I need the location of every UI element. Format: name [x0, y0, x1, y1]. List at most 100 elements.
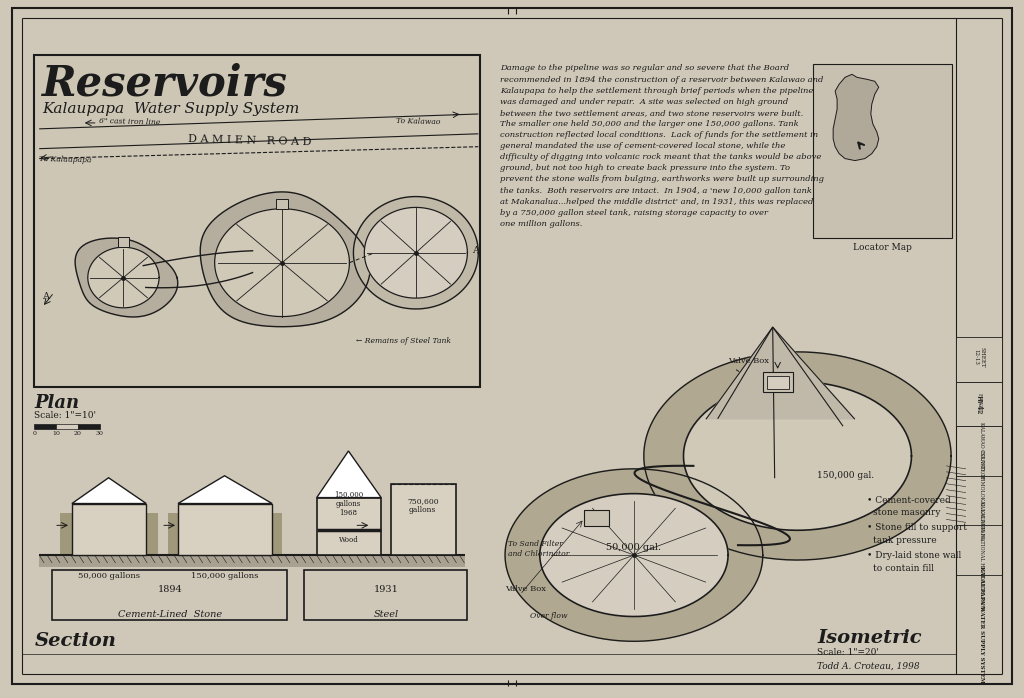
Bar — [168, 514, 178, 555]
Text: Hi-42: Hi-42 — [975, 394, 983, 414]
Polygon shape — [353, 197, 478, 309]
Text: SHEET
12-13: SHEET 12-13 — [974, 346, 984, 367]
Bar — [272, 514, 282, 555]
Text: Over flow: Over flow — [529, 611, 567, 620]
Text: Kalaupapa to help the settlement through brief periods when the pipeline: Kalaupapa to help the settlement through… — [500, 87, 813, 95]
Polygon shape — [75, 238, 178, 317]
Bar — [813, 64, 952, 238]
Bar — [956, 382, 1001, 426]
Polygon shape — [201, 192, 370, 327]
Text: Reservoirs: Reservoirs — [42, 62, 288, 105]
Text: 150,000
gallons
1968: 150,000 gallons 1968 — [334, 490, 364, 517]
Text: Todd A. Croteau, 1998: Todd A. Croteau, 1998 — [817, 662, 920, 671]
Text: Locator Map: Locator Map — [853, 243, 912, 252]
Text: 50,000 gal.: 50,000 gal. — [606, 542, 662, 551]
Text: Isometric: Isometric — [817, 630, 922, 648]
Text: Valve Box: Valve Box — [505, 585, 546, 593]
Bar — [767, 376, 788, 389]
Text: stone masonry: stone masonry — [872, 508, 940, 517]
Text: the tanks.  Both reservoirs are intact.  In 1904, a 'new 10,000 gallon tank: the tanks. Both reservoirs are intact. I… — [500, 186, 812, 195]
Polygon shape — [707, 327, 854, 419]
Text: ISLAND OF MOLOKAI, KALAUPAPA,: ISLAND OF MOLOKAI, KALAUPAPA, — [979, 450, 984, 541]
Text: construction reflected local conditions.  Lack of funds for the settlement in: construction reflected local conditions.… — [500, 131, 818, 139]
Bar — [304, 570, 467, 620]
Bar — [60, 514, 72, 555]
Text: To Kalawao: To Kalawao — [396, 117, 440, 126]
Polygon shape — [644, 352, 951, 560]
Text: KALAUPAPA WATER SUPPLY SYSTEM: KALAUPAPA WATER SUPPLY SYSTEM — [979, 566, 984, 683]
Text: 750,600
gallons: 750,600 gallons — [407, 497, 438, 514]
Bar — [34, 424, 56, 429]
Text: ← Remains of Steel Tank: ← Remains of Steel Tank — [356, 337, 452, 345]
Text: prevent the stone walls from bulging, earthworks were built up surrounding: prevent the stone walls from bulging, ea… — [500, 175, 824, 184]
Text: 1931: 1931 — [374, 585, 398, 594]
Text: Scale: 1"=20': Scale: 1"=20' — [817, 648, 880, 658]
Bar — [56, 424, 78, 429]
Text: KALAUPAPA NATIONAL HISTORICAL PARK: KALAUPAPA NATIONAL HISTORICAL PARK — [979, 500, 984, 609]
Text: To Kalaupapa: To Kalaupapa — [39, 155, 91, 164]
Polygon shape — [505, 469, 763, 641]
Text: Kalaupapa  Water Supply System: Kalaupapa Water Supply System — [42, 102, 300, 116]
Bar — [763, 372, 793, 392]
Text: HAWAII: HAWAII — [976, 394, 981, 413]
Bar — [146, 514, 158, 555]
Text: 50,000 gallons: 50,000 gallons — [78, 572, 139, 580]
Text: 10: 10 — [52, 431, 60, 436]
Polygon shape — [834, 75, 879, 161]
Polygon shape — [683, 382, 911, 530]
Polygon shape — [316, 451, 381, 498]
Polygon shape — [72, 477, 146, 503]
Polygon shape — [215, 209, 349, 317]
Text: Steel: Steel — [374, 609, 398, 618]
Text: 20: 20 — [74, 431, 82, 436]
Text: • Dry-laid stone wall: • Dry-laid stone wall — [867, 551, 962, 560]
Polygon shape — [365, 207, 467, 298]
Text: between the two settlement areas, and two stone reservoirs were built.: between the two settlement areas, and tw… — [500, 109, 804, 117]
Text: 0: 0 — [32, 431, 36, 436]
Text: D A M I E N   R O A D: D A M I E N R O A D — [187, 134, 311, 147]
Text: • Stone fill to support: • Stone fill to support — [867, 524, 967, 533]
Text: • Cement-covered: • Cement-covered — [867, 496, 950, 505]
Text: Wood: Wood — [339, 536, 358, 544]
Text: 6" cast iron line: 6" cast iron line — [98, 117, 160, 126]
Text: 150,000 gallons: 150,000 gallons — [190, 572, 258, 580]
Text: difficulty of digging into volcanic rock meant that the tanks would be above: difficulty of digging into volcanic rock… — [500, 154, 821, 161]
Bar — [118, 237, 129, 247]
Bar — [178, 503, 272, 555]
Text: KALAWAO COUNTY, HI: KALAWAO COUNTY, HI — [979, 422, 984, 480]
Text: to contain fill: to contain fill — [872, 564, 934, 573]
Text: Valve Box: Valve Box — [728, 357, 769, 365]
Text: 6" Line: 6" Line — [734, 373, 764, 396]
Polygon shape — [178, 476, 272, 503]
Text: ground, but not too high to create back pressure into the system. To: ground, but not too high to create back … — [500, 164, 791, 172]
Bar — [78, 424, 99, 429]
Text: Damage to the pipeline was so regular and so severe that the Board: Damage to the pipeline was so regular an… — [500, 64, 790, 73]
Text: Scale: 1"=10': Scale: 1"=10' — [34, 411, 96, 420]
Bar — [316, 498, 381, 555]
Bar — [72, 503, 146, 555]
Bar — [585, 510, 609, 526]
Text: The smaller one held 50,000 and the larger one 150,000 gallons. Tank: The smaller one held 50,000 and the larg… — [500, 120, 799, 128]
Polygon shape — [88, 247, 159, 308]
Text: recommended in 1894 the construction of a reservoir between Kalawao and: recommended in 1894 the construction of … — [500, 75, 823, 84]
Text: To Sand Filter: To Sand Filter — [508, 540, 563, 548]
Text: one million gallons.: one million gallons. — [500, 220, 583, 228]
Bar — [391, 484, 456, 555]
Text: Section: Section — [34, 632, 116, 651]
Bar — [956, 337, 1001, 382]
Bar — [39, 555, 466, 567]
Bar — [276, 199, 288, 209]
Bar — [52, 570, 287, 620]
Text: and Chlorinator: and Chlorinator — [508, 550, 569, 558]
Text: 1894: 1894 — [158, 585, 182, 594]
Text: Plan: Plan — [34, 394, 80, 413]
Text: by a 750,000 gallon steel tank, raising storage capacity to over: by a 750,000 gallon steel tank, raising … — [500, 209, 768, 217]
Text: 150,000 gal.: 150,000 gal. — [817, 471, 874, 480]
Text: A: A — [472, 246, 479, 255]
Polygon shape — [540, 493, 728, 616]
Bar — [34, 54, 480, 387]
Text: at Makanalua...helped the middle district' and, in 1931, this was replaced: at Makanalua...helped the middle distric… — [500, 198, 813, 206]
Text: general mandated the use of cement-covered local stone, while the: general mandated the use of cement-cover… — [500, 142, 785, 150]
Text: A: A — [42, 292, 49, 302]
Text: 30: 30 — [95, 431, 103, 436]
